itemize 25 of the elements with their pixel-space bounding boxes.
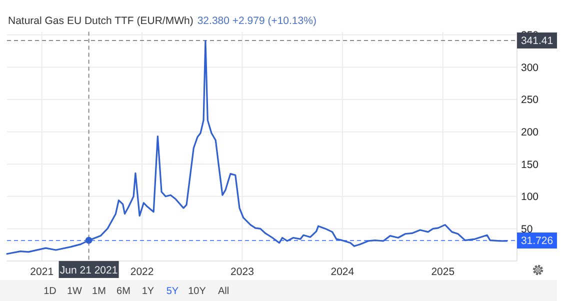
line-series	[6, 40, 508, 255]
text: 10Y	[188, 286, 206, 297]
text: 1M	[92, 286, 106, 297]
chart-subtitle: 32.380 +2.979 (+10.13%)	[197, 15, 316, 27]
ref-line-label: 341.41	[520, 35, 554, 48]
chart-title: Natural Gas EU Dutch TTF (EUR/MWh)	[8, 15, 194, 27]
x-tick-label: 2024	[330, 266, 354, 278]
x-tick-label: 2025	[431, 266, 455, 278]
text: All	[218, 286, 230, 297]
x-tick-label: 2021	[30, 266, 54, 278]
text: 1Y	[142, 286, 154, 297]
ref-line-label: 31.726	[520, 235, 554, 248]
y-tick-label: 100	[521, 191, 539, 204]
y-tick-label: 50	[521, 223, 533, 236]
text: 5Y	[166, 286, 179, 297]
x-tick-label: 2023	[230, 266, 254, 278]
y-tick-label: 200	[521, 126, 539, 138]
text: 6M	[116, 286, 130, 297]
text: 1D	[44, 286, 56, 297]
y-tick-label: 300	[521, 62, 539, 74]
x-tick-label: 2022	[130, 266, 154, 278]
text: 1W	[67, 286, 83, 297]
y-tick-label: 150	[521, 158, 539, 171]
ref-line-label: Jun 21 2021	[60, 264, 118, 276]
y-tick-label: 250	[521, 94, 539, 106]
